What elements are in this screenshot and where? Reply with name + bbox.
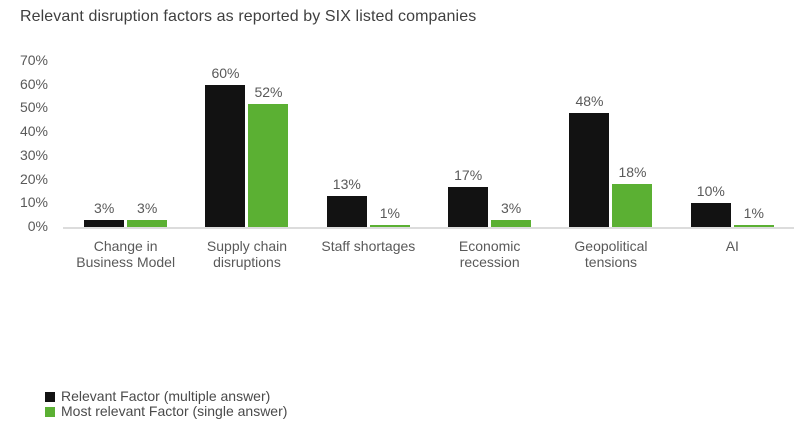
x-axis-category-label: Supply chain disruptions — [206, 238, 288, 270]
bar-group: 13% 1% — [308, 60, 429, 227]
bar-value-label: 52% — [254, 83, 283, 100]
bar-value-label: 3% — [137, 199, 158, 216]
bar-relevant-factor: 17% — [448, 167, 489, 227]
y-axis-tick-label: 60% — [19, 75, 48, 92]
y-axis-tick-label: 30% — [19, 146, 48, 163]
legend-item-relevant-factor: Relevant Factor (multiple answer) — [45, 389, 287, 404]
y-axis-tick-label: 10% — [19, 194, 48, 211]
bar-value-label: 1% — [743, 204, 764, 221]
bar-value-label: 60% — [211, 64, 240, 81]
legend-swatch-green — [45, 406, 55, 417]
legend-label: Most relevant Factor (single answer) — [61, 403, 288, 419]
bar-value-label: 48% — [575, 93, 604, 110]
bar-relevant-factor: 3% — [84, 200, 125, 227]
legend-swatch-black — [45, 391, 55, 402]
bar-relevant-factor: 13% — [326, 177, 367, 227]
bar-group: 48% 18% — [550, 60, 671, 227]
chart-legend: Relevant Factor (multiple answer) Most r… — [45, 389, 287, 419]
bar-most-relevant-factor: 3% — [491, 200, 532, 227]
bar-group: 3% 3% — [65, 60, 186, 227]
bar-value-label: 3% — [501, 199, 522, 216]
bar-value-label: 18% — [618, 164, 647, 181]
plot-area: 3% 3% 60% 52% 13% 1% 17% 3% 48% 18% 10% 1% — [65, 60, 793, 227]
legend-item-most-relevant-factor: Most relevant Factor (single answer) — [45, 404, 287, 419]
bar-relevant-factor: 48% — [569, 94, 610, 227]
y-axis-tick-label: 0% — [27, 218, 48, 234]
x-axis-baseline — [63, 227, 794, 229]
bar-value-label: 10% — [696, 183, 725, 200]
y-axis-tick-label: 70% — [19, 52, 48, 68]
x-axis-category-label: Geopolitical tensions — [574, 238, 648, 270]
x-axis-category-label: Change in Business Model — [76, 238, 176, 270]
chart-title: Relevant disruption factors as reported … — [20, 8, 477, 25]
bar-relevant-factor: 10% — [690, 184, 731, 227]
bar-most-relevant-factor: 18% — [612, 165, 653, 227]
bar-group: 10% 1% — [672, 60, 793, 227]
y-axis: 0% 10% 20% 30% 40% 50% 60% 70% — [0, 0, 48, 426]
bar-most-relevant-factor: 52% — [248, 84, 289, 227]
legend-label: Relevant Factor (multiple answer) — [61, 388, 271, 404]
bar-most-relevant-factor: 1% — [733, 205, 774, 227]
bar-most-relevant-factor: 1% — [369, 205, 410, 227]
bar-value-label: 1% — [379, 204, 400, 221]
y-axis-tick-label: 50% — [19, 99, 48, 116]
bar-value-label: 17% — [454, 166, 483, 183]
x-axis-category-label: AI — [725, 238, 739, 254]
bar-group: 60% 52% — [186, 60, 307, 227]
y-axis-tick-label: 40% — [19, 123, 48, 140]
x-axis-category-label: Economic recession — [458, 238, 521, 270]
bar-relevant-factor: 60% — [205, 65, 246, 227]
x-axis-category-labels: Change in Business Model Supply chain dis… — [65, 238, 793, 270]
bar-value-label: 3% — [94, 199, 115, 216]
x-axis-category-label: Staff shortages — [321, 238, 416, 254]
bar-most-relevant-factor: 3% — [127, 200, 168, 227]
y-axis-tick-label: 20% — [19, 170, 48, 187]
bar-group: 17% 3% — [429, 60, 550, 227]
bar-value-label: 13% — [332, 176, 361, 193]
